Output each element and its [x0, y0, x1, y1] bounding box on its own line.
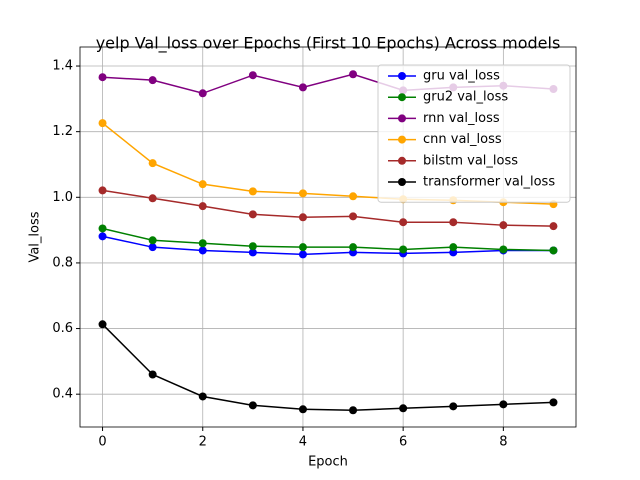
data-point: [349, 212, 358, 221]
data-point: [198, 180, 207, 189]
data-point: [499, 400, 508, 409]
data-point: [98, 320, 107, 329]
legend-marker: [398, 178, 406, 186]
y-tick-label: 1.2: [52, 124, 73, 139]
legend-marker: [398, 93, 406, 102]
legend-label: bilstm val_loss: [423, 153, 518, 168]
series-line: [102, 323, 554, 412]
data-point: [98, 73, 107, 82]
data-point: [298, 213, 307, 222]
y-tick-label: 1.4: [52, 59, 73, 74]
data-point: [449, 243, 458, 252]
x-tick-label: 0: [98, 435, 106, 450]
data-point: [298, 83, 307, 92]
x-tick-label: 8: [499, 435, 507, 450]
legend-marker: [398, 114, 406, 123]
data-point: [148, 159, 157, 168]
data-point: [449, 218, 458, 227]
data-point: [349, 70, 358, 79]
y-tick-label: 0.8: [52, 255, 73, 270]
x-tick-label: 4: [299, 435, 307, 450]
legend-label: cnn val_loss: [423, 132, 502, 147]
data-point: [198, 239, 207, 248]
data-point: [298, 243, 307, 252]
x-tick-label: 2: [199, 435, 207, 450]
data-point: [248, 210, 257, 219]
data-point: [298, 250, 307, 259]
data-point: [198, 246, 207, 255]
data-point: [499, 245, 508, 254]
legend-label: gru2 val_loss: [423, 90, 508, 105]
data-point: [499, 221, 508, 230]
data-point: [248, 71, 257, 80]
data-point: [98, 224, 107, 233]
legend-label: rnn val_loss: [423, 111, 500, 126]
series-line: [102, 227, 554, 252]
data-point: [98, 232, 107, 241]
series-line: [102, 189, 554, 227]
data-point: [549, 246, 558, 255]
data-point: [98, 119, 107, 128]
data-point: [248, 187, 257, 196]
data-point: [98, 186, 107, 195]
chart-title: yelp Val_loss over Epochs (First 10 Epoc…: [96, 34, 561, 54]
data-point: [248, 248, 257, 257]
data-point: [399, 404, 408, 413]
data-point: [248, 401, 257, 410]
data-point: [198, 392, 207, 401]
plot-frame: [79, 46, 577, 428]
data-point: [349, 192, 358, 201]
y-axis-label: Val_loss: [28, 211, 43, 262]
legend-marker: [398, 135, 406, 144]
legend-label: transformer val_loss: [423, 175, 555, 190]
data-point: [148, 243, 157, 252]
data-point: [148, 194, 157, 203]
data-point: [298, 405, 307, 414]
data-point: [549, 398, 558, 407]
x-axis-label: Epoch: [308, 455, 348, 470]
data-point: [349, 406, 358, 415]
data-point: [198, 202, 207, 211]
data-point: [549, 222, 558, 231]
legend-box: [377, 64, 571, 203]
data-point: [399, 218, 408, 227]
data-point: [449, 402, 458, 411]
data-point: [148, 76, 157, 85]
data-point: [349, 243, 358, 252]
data-point: [148, 236, 157, 245]
data-point: [198, 89, 207, 98]
legend-marker: [398, 156, 406, 165]
legend-label: gru val_loss: [423, 69, 500, 84]
data-point: [298, 189, 307, 198]
data-point: [248, 242, 257, 251]
y-tick-label: 0.6: [52, 321, 73, 336]
data-point: [399, 245, 408, 254]
legend-marker: [398, 72, 406, 80]
data-point: [148, 370, 157, 379]
x-tick-label: 6: [399, 435, 407, 450]
y-tick-label: 0.4: [52, 387, 73, 402]
y-tick-label: 1.0: [52, 190, 73, 205]
series-line: [102, 235, 554, 256]
